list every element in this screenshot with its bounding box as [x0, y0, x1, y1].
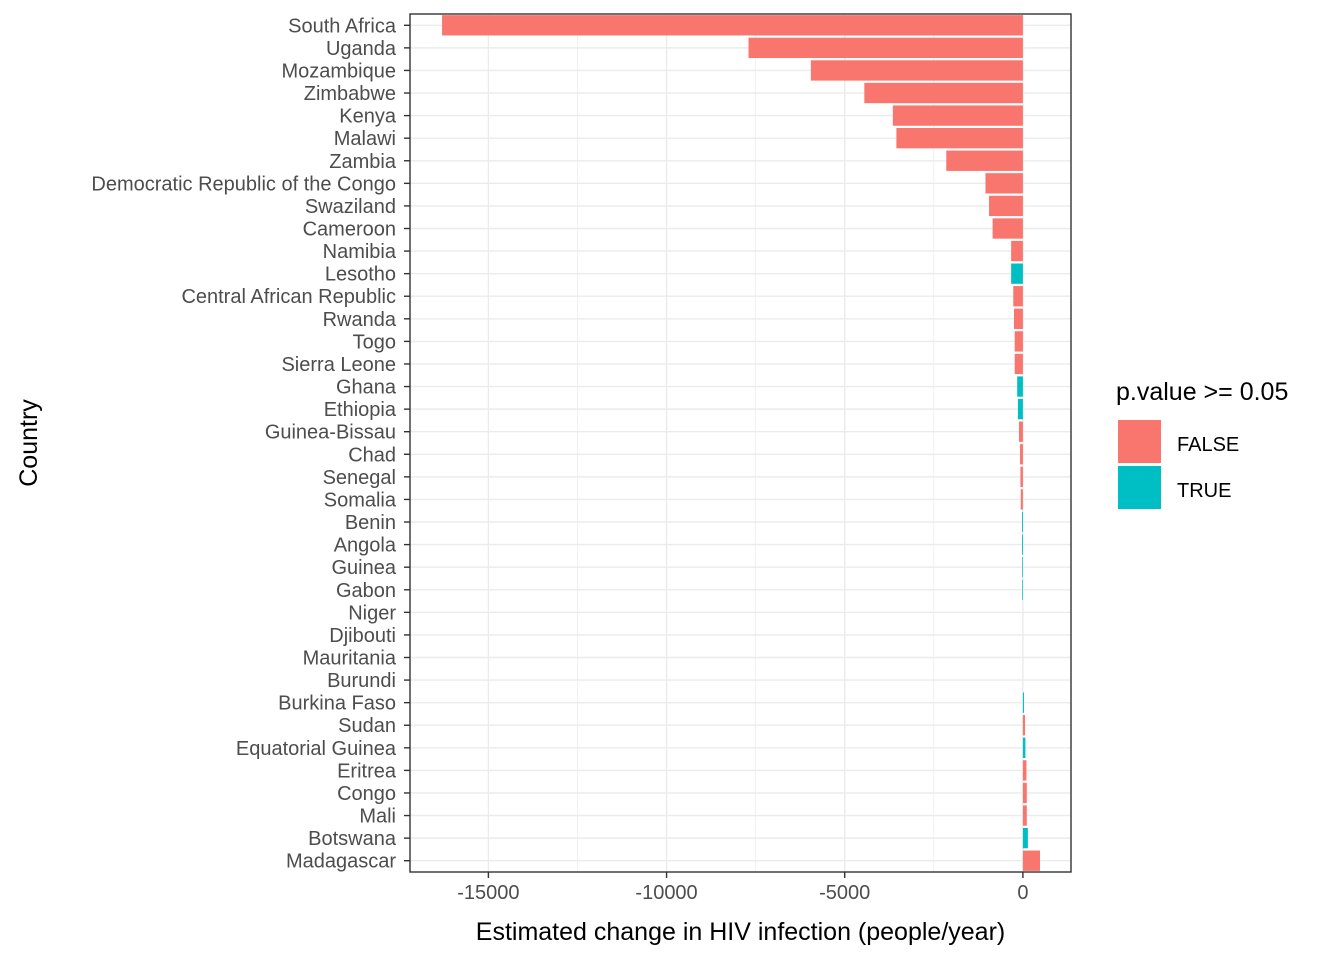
bar-gabon — [1022, 579, 1023, 600]
legend-key-true — [1118, 466, 1161, 509]
y-tick-label: Niger — [348, 602, 396, 624]
bar-burkina-faso — [1022, 692, 1024, 713]
y-tick-label: Malawi — [334, 128, 396, 150]
y-tick-label: Guinea — [332, 557, 397, 579]
bar-ethiopia — [1017, 398, 1023, 420]
grid-minor-x — [577, 14, 935, 872]
bar-democratic-republic-of-the-congo — [985, 173, 1023, 194]
y-tick-label: Djibouti — [329, 625, 396, 647]
bar-benin — [1022, 511, 1023, 533]
y-tick-label: Chad — [348, 444, 396, 466]
y-tick-label: Cameroon — [303, 219, 396, 241]
bar-sierra-leone — [1014, 353, 1023, 375]
y-tick-label: Democratic Republic of the Congo — [91, 173, 396, 195]
legend: p.value >= 0.05 FALSE TRUE — [1116, 378, 1288, 509]
bar-guinea — [1022, 557, 1023, 578]
bar-equatorial-guinea — [1022, 737, 1026, 758]
bar-lesotho — [1011, 263, 1023, 284]
bar-angola — [1022, 534, 1023, 555]
bar-cameroon — [992, 218, 1023, 239]
x-tick-label: -15000 — [457, 882, 519, 904]
bar-ghana — [1017, 376, 1023, 397]
bar-senegal — [1020, 466, 1023, 488]
bars — [442, 15, 1040, 871]
y-tick-label: Central African Republic — [181, 286, 396, 308]
y-tick-label: Zimbabwe — [304, 83, 396, 105]
x-axis-title: Estimated change in HIV infection (peopl… — [476, 918, 1005, 946]
y-tick-label: Sudan — [338, 715, 396, 737]
legend-title: p.value >= 0.05 — [1116, 378, 1288, 406]
bar-malawi — [896, 128, 1023, 149]
bar-eritrea — [1022, 760, 1027, 781]
bar-zimbabwe — [864, 82, 1023, 104]
y-axis-title: Country — [15, 399, 43, 487]
y-tick-label: South Africa — [288, 15, 397, 37]
y-tick-label: Ghana — [336, 377, 397, 399]
bar-namibia — [1011, 240, 1023, 262]
y-tick-label: Kenya — [339, 106, 397, 128]
bar-south-africa — [442, 15, 1023, 36]
x-tick-label: 0 — [1017, 882, 1028, 904]
bar-uganda — [748, 37, 1023, 59]
bar-somalia — [1020, 489, 1023, 510]
bar-swaziland — [989, 195, 1023, 217]
x-tick-label: -10000 — [635, 882, 697, 904]
bar-zambia — [946, 150, 1023, 171]
y-tick-label: Mozambique — [281, 60, 396, 82]
y-tick-label: Guinea-Bissau — [265, 422, 396, 444]
bar-botswana — [1022, 827, 1028, 849]
legend-key-false — [1118, 420, 1161, 463]
bar-madagascar — [1022, 850, 1040, 871]
y-tick-label: Botswana — [308, 828, 397, 850]
y-tick-label: Lesotho — [325, 264, 396, 286]
y-tick-label: Senegal — [323, 467, 396, 489]
y-tick-label: Eritrea — [337, 760, 397, 782]
y-tick-label: Zambia — [329, 151, 397, 173]
bar-rwanda — [1013, 308, 1023, 329]
y-tick-label: Ethiopia — [324, 399, 397, 421]
bar-guinea-bissau — [1018, 421, 1023, 442]
y-tick-label: Togo — [353, 331, 396, 353]
y-tick-label: Gabon — [336, 580, 396, 602]
bar-chad — [1020, 444, 1023, 465]
y-tick-label: Mali — [359, 806, 396, 828]
bar-congo — [1022, 782, 1027, 804]
y-tick-label: Mauritania — [303, 648, 397, 670]
y-tick-label: Madagascar — [286, 851, 396, 873]
y-tick-label: Somalia — [324, 489, 397, 511]
bar-central-african-republic — [1013, 286, 1023, 307]
legend-label-false: FALSE — [1177, 434, 1239, 456]
y-axis: South AfricaUgandaMozambiqueZimbabweKeny… — [91, 15, 410, 873]
y-tick-label: Burkina Faso — [278, 693, 396, 715]
bar-mozambique — [810, 60, 1023, 81]
y-tick-label: Burundi — [327, 670, 396, 692]
bar-togo — [1014, 331, 1023, 352]
y-tick-label: Namibia — [323, 241, 397, 263]
y-tick-label: Equatorial Guinea — [236, 738, 397, 760]
y-tick-label: Swaziland — [305, 196, 396, 218]
panel-border — [409, 13, 1072, 873]
bar-kenya — [892, 105, 1023, 126]
y-tick-label: Sierra Leone — [281, 354, 396, 376]
y-tick-label: Benin — [345, 512, 396, 534]
y-tick-label: Rwanda — [323, 309, 397, 331]
bar-mali — [1022, 805, 1027, 826]
y-tick-label: Congo — [337, 783, 396, 805]
y-tick-label: Uganda — [326, 38, 397, 60]
x-axis: -15000 -10000 -5000 0 — [457, 872, 1028, 904]
legend-label-true: TRUE — [1177, 480, 1231, 502]
x-tick-label: -5000 — [819, 882, 870, 904]
y-tick-label: Angola — [334, 535, 397, 557]
bar-sudan — [1022, 715, 1026, 736]
